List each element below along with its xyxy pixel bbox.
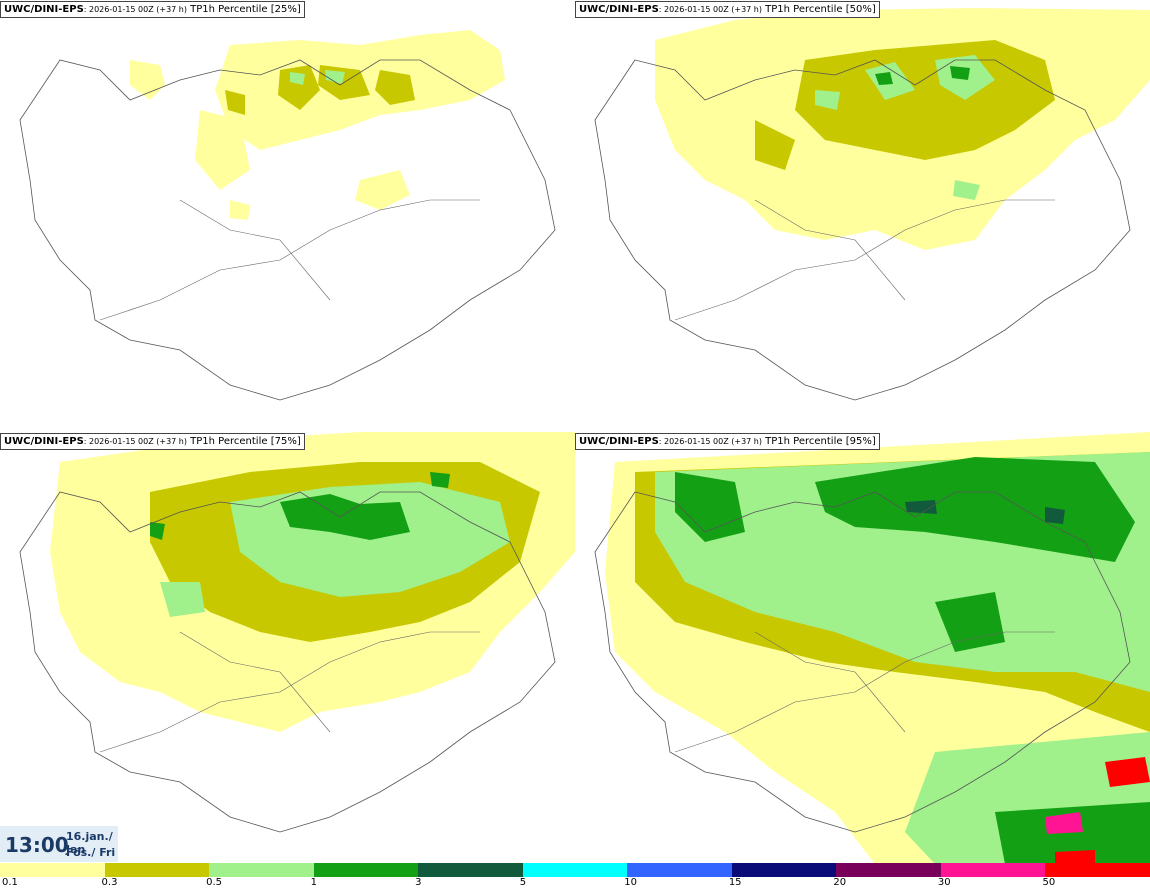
legend-label: 0.3 bbox=[101, 877, 118, 888]
roads bbox=[99, 199, 480, 321]
precip-shading bbox=[655, 8, 1150, 250]
precip-shading bbox=[605, 432, 1150, 864]
map-panel-95: UWC/DINI-EPS: 2026-01-15 00Z (+37 h) TP1… bbox=[575, 432, 1150, 864]
map-panel-75: UWC/DINI-EPS: 2026-01-15 00Z (+37 h) TP1… bbox=[0, 432, 575, 864]
legend-swatch bbox=[836, 863, 941, 877]
precip-shading bbox=[50, 432, 575, 732]
precip-shading bbox=[130, 30, 505, 220]
coastline bbox=[19, 491, 556, 833]
legend-swatch bbox=[522, 863, 628, 877]
legend-swatch bbox=[313, 863, 419, 877]
color-legend: 0.1 0.3 0.5 1 3 5 10 15 20 30 50 bbox=[0, 863, 1150, 891]
valid-time-clock: 13:00 bbox=[5, 833, 69, 857]
roads bbox=[674, 631, 1055, 753]
legend-label: 0.5 bbox=[206, 877, 222, 888]
legend-swatch bbox=[1045, 863, 1150, 877]
panel-title: UWC/DINI-EPS: 2026-01-15 00Z (+37 h) TP1… bbox=[575, 1, 880, 18]
precip-map-50 bbox=[594, 8, 1150, 401]
coastline bbox=[594, 491, 1131, 833]
coastline bbox=[19, 59, 556, 401]
legend-label: 15 bbox=[728, 877, 742, 888]
panel-title: UWC/DINI-EPS: 2026-01-15 00Z (+37 h) TP1… bbox=[575, 433, 880, 450]
panel-title: UWC/DINI-EPS: 2026-01-15 00Z (+37 h) TP1… bbox=[0, 433, 305, 450]
map-panel-25: UWC/DINI-EPS: 2026-01-15 00Z (+37 h) TP1… bbox=[0, 0, 575, 432]
legend-swatch bbox=[104, 863, 210, 877]
map-panel-50: UWC/DINI-EPS: 2026-01-15 00Z (+37 h) TP1… bbox=[575, 0, 1150, 432]
legend-swatch bbox=[627, 863, 732, 877]
legend-label: 3 bbox=[415, 877, 422, 888]
legend-label: 5 bbox=[519, 877, 527, 888]
legend-label: 0.1 bbox=[2, 877, 18, 888]
legend-swatch bbox=[209, 863, 314, 877]
legend-swatch bbox=[940, 863, 1046, 877]
legend-label: 50 bbox=[1042, 877, 1056, 888]
legend-label: 30 bbox=[937, 877, 951, 888]
legend-swatch bbox=[0, 863, 105, 877]
valid-time-day: Fös./ Fri bbox=[66, 846, 116, 859]
legend-swatch bbox=[731, 863, 837, 877]
legend-swatch bbox=[418, 863, 523, 877]
roads bbox=[674, 199, 1055, 321]
legend-label: 20 bbox=[833, 877, 847, 888]
coastline bbox=[594, 59, 1131, 401]
valid-time-date: 16.jan./ Jan bbox=[66, 830, 113, 856]
legend-label: 10 bbox=[624, 877, 637, 888]
legend-label: 1 bbox=[310, 877, 317, 888]
panel-title: UWC/DINI-EPS: 2026-01-15 00Z (+37 h) TP1… bbox=[0, 1, 305, 18]
precip-map-25 bbox=[19, 30, 556, 401]
roads bbox=[99, 631, 480, 753]
precip-map-75 bbox=[19, 432, 575, 833]
precip-map-95 bbox=[594, 432, 1150, 864]
valid-time-box: 13:00 16.jan./ Jan Fös./ Fri bbox=[0, 826, 118, 862]
